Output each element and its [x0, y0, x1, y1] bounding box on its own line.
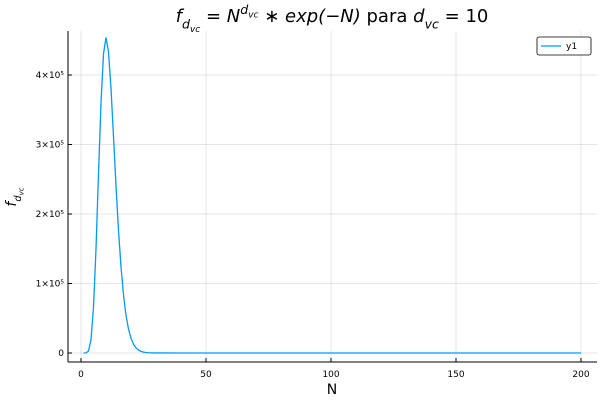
text-part: = N — [200, 6, 240, 27]
text-part: para — [361, 6, 413, 27]
y-tick-label: 1×10⁵ — [36, 279, 65, 289]
text-part: ∗ exp(−N) — [259, 6, 361, 27]
text-part: vc — [18, 187, 26, 195]
y-axis-label: fdvc — [4, 187, 26, 206]
text-part: f — [176, 6, 185, 27]
x-tick-label: 50 — [200, 370, 212, 380]
text-part: = 10 — [439, 6, 488, 27]
x-tick-label: 0 — [78, 370, 84, 380]
text-part: vc — [425, 16, 439, 31]
y-tick-label: 4×10⁵ — [36, 71, 65, 81]
chart-title: fdvc = Ndvc ∗ exp(−N) para dvc = 10 — [176, 2, 489, 35]
text-part: vc — [248, 11, 258, 21]
x-tick-label: 150 — [447, 370, 464, 380]
text-part: f — [4, 200, 20, 207]
x-axis-label: N — [327, 382, 337, 398]
text-part: d — [413, 6, 425, 27]
text-part: d — [182, 16, 191, 31]
x-tick-label: 100 — [322, 370, 339, 380]
legend: y1 — [536, 36, 592, 56]
legend-label: y1 — [566, 42, 577, 52]
x-tick-label: 200 — [572, 370, 589, 380]
line — [83, 37, 581, 354]
legend-box — [536, 36, 592, 56]
y-tick-label: 3×10⁵ — [36, 140, 65, 150]
text-part: d — [13, 195, 24, 202]
text-part: d — [240, 2, 249, 17]
text-part: vc — [190, 25, 200, 35]
y-tick-label: 2×10⁵ — [36, 210, 65, 220]
y-tick-label: 0 — [58, 349, 64, 359]
